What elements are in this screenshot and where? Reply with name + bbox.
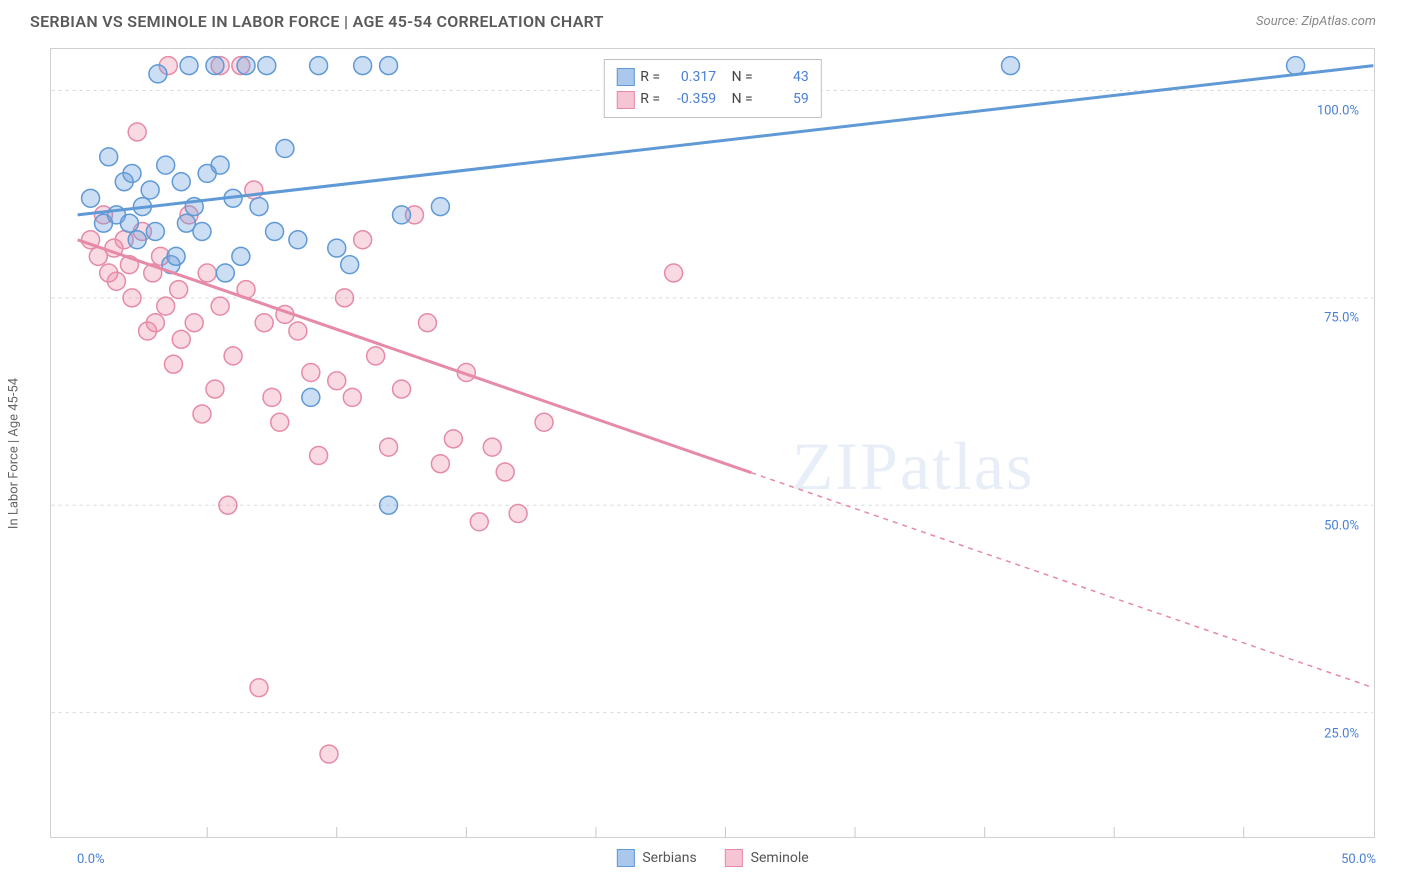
x-tick-label: 50.0%: [1341, 852, 1376, 867]
y-tick-label: 75.0%: [1324, 311, 1359, 326]
y-tick-label: 100.0%: [1317, 103, 1359, 118]
legend-label-serbians: Serbians: [642, 850, 696, 866]
swatch-serbians: [616, 849, 634, 867]
swatch-seminole: [725, 849, 743, 867]
scatter-plot: [51, 49, 1374, 837]
y-tick-label: 25.0%: [1324, 727, 1359, 742]
series-legend: Serbians Seminole: [616, 849, 808, 867]
n-label: N =: [732, 88, 753, 110]
r-label: R =: [640, 88, 660, 110]
r-label: R =: [640, 66, 660, 88]
chart-source: Source: ZipAtlas.com: [1256, 14, 1376, 29]
n-value-seminole: 59: [759, 88, 809, 110]
n-label: N =: [732, 66, 753, 88]
y-tick-label: 50.0%: [1324, 519, 1359, 534]
x-tick-label: 0.0%: [77, 852, 105, 867]
n-value-serbians: 43: [759, 66, 809, 88]
legend-row-seminole: R = -0.359 N = 59: [616, 88, 808, 110]
chart-container: ZIPatlas R = 0.317 N = 43 R = -0.359 N =…: [50, 48, 1375, 838]
correlation-legend: R = 0.317 N = 43 R = -0.359 N = 59: [603, 59, 821, 118]
r-value-seminole: -0.359: [666, 88, 716, 110]
swatch-serbians: [616, 68, 634, 86]
y-axis-label: In Labor Force | Age 45-54: [7, 378, 22, 529]
legend-row-serbians: R = 0.317 N = 43: [616, 66, 808, 88]
legend-item-serbians: Serbians: [616, 849, 696, 867]
legend-label-seminole: Seminole: [751, 850, 809, 866]
chart-title: SERBIAN VS SEMINOLE IN LABOR FORCE | AGE…: [30, 12, 604, 31]
chart-header: SERBIAN VS SEMINOLE IN LABOR FORCE | AGE…: [0, 0, 1406, 39]
legend-item-seminole: Seminole: [725, 849, 809, 867]
swatch-seminole: [616, 91, 634, 109]
r-value-serbians: 0.317: [666, 66, 716, 88]
